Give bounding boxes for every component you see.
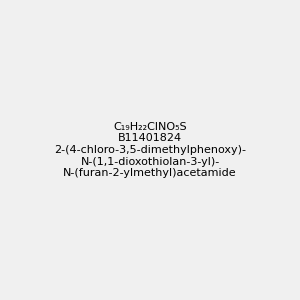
Text: C₁₉H₂₂ClNO₅S
B11401824
2-(4-chloro-3,5-dimethylphenoxy)-
N-(1,1-dioxothiolan-3-y: C₁₉H₂₂ClNO₅S B11401824 2-(4-chloro-3,5-d…	[54, 122, 246, 178]
